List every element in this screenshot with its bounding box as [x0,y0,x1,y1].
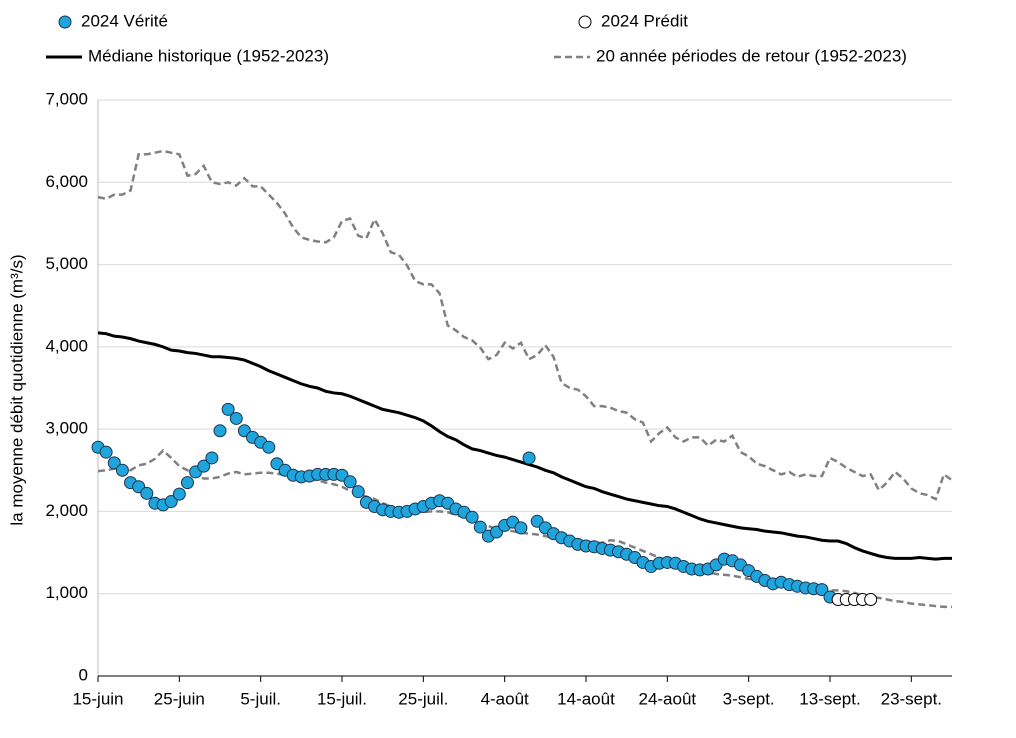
data-point [864,592,878,606]
data-point [221,402,235,416]
data-point [107,456,121,470]
data-point [514,521,528,535]
return-period-line [97,149,953,501]
x-tick-label: 24-août [638,689,696,708]
data-point [172,487,186,501]
y-tick-label: 5,000 [45,254,88,273]
data-point [99,445,113,459]
y-tick-label: 3,000 [45,419,88,438]
y-tick-label: 1,000 [45,583,88,602]
x-tick-label: 25-juil. [398,689,448,708]
legend-label: 2024 Vérité [81,11,168,30]
data-point [465,510,479,524]
data-point [229,411,243,425]
legend-label: 2024 Prédit [601,11,688,30]
data-point [115,463,129,477]
median-line [97,331,952,561]
x-tick-label: 15-juil. [317,689,367,708]
data-point [815,583,829,597]
data-point [197,459,211,473]
y-tick-label: 7,000 [45,89,88,108]
x-tick-label: 23-sept. [881,689,942,708]
y-axis-label: la moyenne débit quotidienne (m³/s) [7,254,26,525]
data-point [343,475,357,489]
legend-marker [58,15,72,29]
y-tick-label: 2,000 [45,501,88,520]
legend-label: 20 année périodes de retour (1952-2023) [596,46,907,65]
x-tick-label: 3-sept. [723,689,775,708]
x-tick-label: 4-août [481,689,529,708]
y-tick-label: 0 [79,665,88,684]
y-tick-label: 6,000 [45,172,88,191]
legend-marker [578,15,592,29]
x-tick-label: 25-juin [154,689,205,708]
y-tick-label: 4,000 [45,336,88,355]
x-tick-label: 15-juin [72,689,123,708]
data-point [164,495,178,509]
data-point [351,485,365,499]
data-point [180,476,194,490]
data-point [140,486,154,500]
data-point [473,520,487,534]
x-tick-label: 14-août [557,689,615,708]
data-point [213,424,227,438]
data-point [205,451,219,465]
legend-label: Médiane historique (1952-2023) [88,46,329,65]
data-point [522,451,536,465]
x-tick-label: 5-juil. [240,689,281,708]
x-tick-label: 13-sept. [799,689,860,708]
data-point [262,440,276,454]
